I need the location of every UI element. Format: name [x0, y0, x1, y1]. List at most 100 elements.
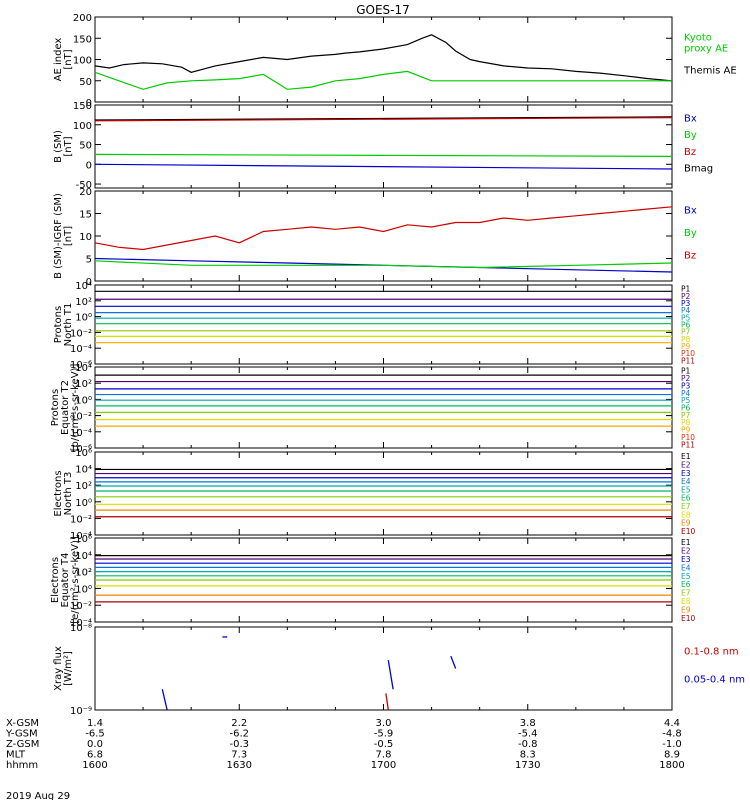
legend-kyoto-proxy-ae: proxy AE [684, 43, 728, 54]
channel-label-e2: E2 [681, 547, 691, 556]
y-axis-label: [e/(cm²-s-sr-keV)] [70, 536, 81, 624]
channel-label-e8: E8 [681, 597, 691, 606]
y-axis-label: [W/m²] [63, 651, 74, 686]
flux-segment [450, 655, 457, 669]
channel-label-e4: E4 [681, 477, 691, 486]
y-tick-label: 10⁻² [70, 601, 92, 612]
x-axis-value: 1600 [82, 760, 107, 771]
x-axis-value: -0.3 [229, 739, 249, 750]
x-axis-value: -5.4 [518, 729, 538, 740]
y-axis-label: Protons [53, 306, 64, 343]
channel-label-p8: P8 [681, 335, 691, 344]
channel-label-e3: E3 [681, 555, 691, 564]
x-axis-value: 2.2 [231, 718, 247, 729]
y-tick-label: 10⁴ [75, 281, 92, 292]
legend-kyoto-proxy-ae: Kyoto [684, 32, 712, 43]
x-axis-value: 3.0 [376, 718, 392, 729]
channel-label-p7: P7 [681, 328, 691, 337]
y-axis-label: B (SM)-IGRF (SM) [53, 193, 64, 279]
y-tick-label: 100 [73, 121, 92, 132]
y-axis-label: [nT] [63, 226, 74, 246]
y-axis-label: Equator T4 [60, 553, 71, 608]
legend-bx: Bx [684, 206, 697, 217]
legend-by: By [684, 130, 697, 141]
y-tick-label: 0 [86, 160, 92, 171]
panel-pequator: 10⁴ 10² 10⁰ 10⁻² 10⁻⁴ 10⁻⁶ Protons Equator T2 [p… [50, 363, 695, 455]
y-tick-label: -50 [76, 180, 92, 191]
channel-label-e9: E9 [681, 519, 691, 528]
channel-label-p4: P4 [681, 306, 691, 315]
x-axis-value: -0.8 [518, 739, 538, 750]
y-tick-label: 50 [79, 141, 92, 152]
y-axis-label: AE index [53, 38, 64, 82]
channel-label-p10: P10 [681, 433, 695, 442]
x-axis-value: -0.5 [374, 739, 394, 750]
y-tick-label: 50 [79, 77, 92, 88]
y-axis-label: Xray flux [53, 646, 64, 691]
channel-label-e10: E10 [681, 614, 696, 623]
y-tick-label: 10⁻⁶ [70, 444, 92, 455]
x-axis-value: 8.3 [520, 750, 536, 761]
y-tick-label: 5 [86, 255, 92, 266]
channel-label-e8: E8 [681, 510, 691, 519]
channel-label-p3: P3 [681, 299, 691, 308]
y-axis-label: Equator T2 [60, 380, 71, 435]
y-tick-label: 10⁴ [75, 551, 92, 562]
legend-themis-ae: Themis AE [683, 66, 737, 77]
series-line-by [94, 260, 673, 269]
x-axis-value: 7.3 [231, 750, 247, 761]
channel-label-p1: P1 [681, 367, 691, 376]
channel-label-p4: P4 [681, 389, 691, 398]
y-tick-label: 200 [73, 13, 92, 24]
panel-frame [94, 451, 673, 536]
legend-0-05-0-4-nm: 0.05-0.4 nm [684, 674, 745, 685]
series-line-themis-ae [94, 34, 673, 82]
y-tick-label: 10⁻⁸ [70, 623, 92, 634]
channel-label-p11: P11 [681, 356, 695, 365]
y-axis-label: [p/(cm²-s-sr-keV)] [70, 364, 81, 452]
channel-label-p9: P9 [681, 342, 691, 351]
x-axis-value: 3.8 [520, 718, 536, 729]
x-axis-value: 8.9 [664, 750, 680, 761]
channel-label-e2: E2 [681, 460, 691, 469]
channel-label-p8: P8 [681, 418, 691, 427]
panel-frame [94, 626, 673, 711]
y-tick-label: 10⁻⁴ [70, 344, 92, 355]
series-line-bz [94, 206, 673, 251]
y-tick-label: 0 [86, 98, 92, 109]
panel-frame [94, 366, 673, 449]
y-tick-label: 10 [79, 232, 92, 243]
plot-title: GOES-17 [356, 3, 410, 17]
channel-label-p9: P9 [681, 426, 691, 435]
y-tick-label: 10⁻² [70, 412, 92, 423]
y-tick-label: 10⁻² [70, 514, 92, 525]
channel-label-e7: E7 [681, 589, 691, 598]
y-axis-label: Electrons [50, 557, 61, 603]
flux-segment [385, 693, 389, 711]
x-axis-value: -4.8 [662, 729, 682, 740]
y-axis-label: North T1 [63, 303, 74, 347]
x-axis-value: 1.4 [87, 718, 103, 729]
date-label: 2019 Aug 29 [6, 791, 70, 800]
x-axis-value: 4.4 [664, 718, 680, 729]
y-tick-label: 10² [75, 379, 92, 390]
channel-label-e6: E6 [681, 494, 691, 503]
y-tick-label: 10⁻⁴ [70, 618, 92, 629]
channel-label-e10: E10 [681, 527, 696, 536]
series-line-bmag [94, 116, 673, 121]
x-axis-value: 1630 [227, 760, 252, 771]
channel-label-p5: P5 [681, 396, 691, 405]
channel-label-p1: P1 [681, 285, 691, 294]
y-tick-label: 10⁰ [75, 498, 92, 509]
x-axis-value: 1730 [515, 760, 540, 771]
y-tick-label: 10⁻² [70, 328, 92, 339]
y-tick-label: 150 [73, 101, 92, 112]
x-axis-value: -1.0 [662, 739, 682, 750]
y-axis-label: [nT] [63, 136, 74, 156]
y-tick-label: 10² [75, 297, 92, 308]
y-tick-label: 20 [79, 187, 92, 198]
channel-label-e4: E4 [681, 563, 691, 572]
channel-label-e1: E1 [681, 452, 691, 461]
y-tick-label: 0 [86, 277, 92, 288]
channel-label-p10: P10 [681, 349, 695, 358]
